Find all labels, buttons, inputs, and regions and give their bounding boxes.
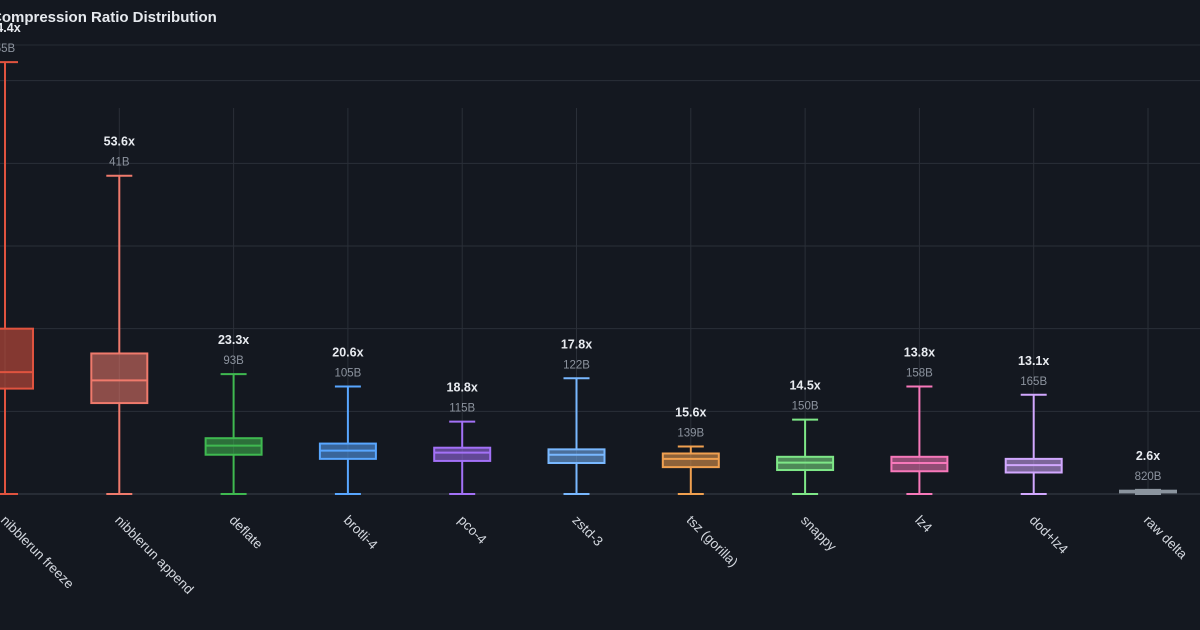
box-dod-lz4: 13.1x 165B <box>1004 354 1063 495</box>
x-tick-label: tsz (gorilla) <box>684 513 741 570</box>
iqr-box <box>547 448 606 464</box>
iqr-box <box>0 327 34 390</box>
size-label: 165B <box>1020 376 1047 388</box>
size-label: 158B <box>906 368 933 380</box>
box-snappy: 14.5x 150B <box>776 379 835 495</box>
size-label: 41B <box>109 157 130 169</box>
ratio-label: 14.5x <box>789 379 820 393</box>
size-label: 105B <box>334 368 361 380</box>
ratio-label: 2.6x <box>1136 449 1160 463</box>
ratio-label: 18.8x <box>447 381 478 395</box>
box-brotli-4: 20.6x 105B <box>318 346 377 495</box>
ratio-label: 15.6x <box>675 405 706 419</box>
box-raw-delta: 2.6x 820B <box>1119 449 1177 495</box>
x-tick-label: brotli-4 <box>341 513 381 553</box>
chart-title: Compression Ratio Distribution <box>0 9 217 26</box>
size-label: 93B <box>223 355 244 367</box>
ratio-label: 17.8x <box>561 337 592 351</box>
iqr-box <box>433 446 492 462</box>
box-lz4: 13.8x 158B <box>890 346 949 495</box>
iqr-box <box>661 452 720 469</box>
ratio-label: 13.8x <box>904 346 935 360</box>
box-pco-4: 18.8x 115B <box>433 381 492 495</box>
ratio-label: 13.1x <box>1018 354 1049 368</box>
box-nibblerun-append: 53.6x 41B <box>90 135 149 495</box>
box-tsz-gorilla-: 15.6x 139B <box>661 405 720 495</box>
size-label: 122B <box>563 359 590 371</box>
size-label: 820B <box>1135 471 1162 483</box>
ratio-label: 20.6x <box>332 346 363 360</box>
x-tick-label: deflate <box>226 513 265 552</box>
size-label: 139B <box>677 427 704 439</box>
size-label: 115B <box>449 403 475 415</box>
x-tick-label: pco-4 <box>455 513 490 548</box>
ratio-label: 53.6x <box>104 135 135 149</box>
x-tick-label: dod+lz4 <box>1027 513 1072 558</box>
x-tick-label: snappy <box>798 513 840 555</box>
box-zstd-3: 17.8x 122B <box>547 337 606 495</box>
iqr-box <box>890 455 949 473</box>
ratio-label: 84.4x <box>0 21 21 35</box>
x-tick-label: zstd-3 <box>569 513 606 550</box>
ratio-label: 23.3x <box>218 333 249 347</box>
iqr-box <box>90 352 149 405</box>
x-tick-label: raw delta <box>1141 513 1191 563</box>
box-deflate: 23.3x 93B <box>204 333 263 495</box>
x-tick-label: nibblerun append <box>112 513 196 597</box>
size-label: 150B <box>792 401 819 413</box>
box-nibblerun-freeze: 84.4x 55B <box>0 21 34 495</box>
x-tick-label: nibblerun freeze <box>0 513 77 592</box>
size-label: 55B <box>0 43 16 55</box>
x-tick-label: lz4 <box>912 513 935 536</box>
